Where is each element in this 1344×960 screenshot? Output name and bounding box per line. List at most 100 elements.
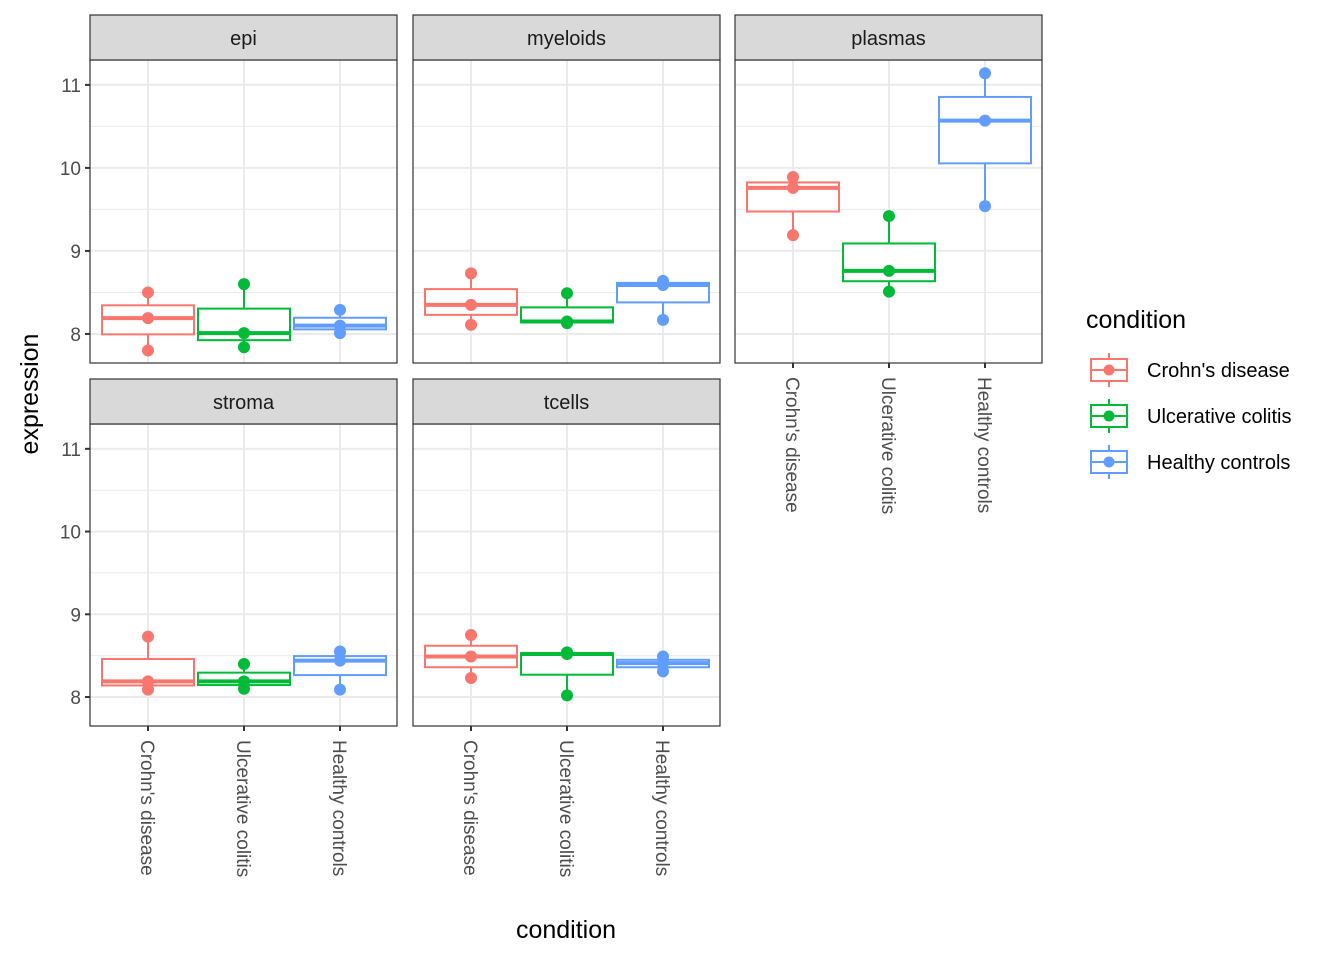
legend-entry: Healthy controls <box>1090 445 1290 479</box>
data-point <box>334 303 346 316</box>
x-tick-label: Healthy controls <box>973 377 994 513</box>
boxplot-healthy-controls <box>293 303 387 340</box>
legend-key-point <box>1103 410 1115 422</box>
data-point <box>334 327 346 340</box>
data-point <box>238 657 250 670</box>
legend-label: Crohn's disease <box>1147 360 1290 382</box>
data-point <box>787 181 799 194</box>
boxplot-crohn-s-disease <box>101 286 195 357</box>
box <box>938 95 1032 165</box>
facet-strip <box>89 378 398 425</box>
data-point <box>142 630 154 643</box>
facet-panel-epi: epi 8 9 10 11 <box>60 14 398 364</box>
facet-panel-stroma: stroma 8 9 10 11 Crohn's disease Ulcerative co… <box>60 378 398 877</box>
boxplot-healthy-controls <box>293 645 387 696</box>
facet-strip-label: epi <box>230 28 257 50</box>
legend-key-point <box>1103 364 1115 376</box>
data-point <box>883 210 895 223</box>
legend-label: Ulcerative colitis <box>1147 406 1291 428</box>
legend-entry: Crohn's disease <box>1090 353 1290 387</box>
data-point <box>883 264 895 277</box>
facet-strip <box>412 378 721 425</box>
x-tick-label: Crohn's disease <box>459 740 480 876</box>
data-point <box>657 278 669 291</box>
y-tick-label: 9 <box>70 242 81 263</box>
facet-strip <box>89 14 398 61</box>
x-tick-label: Ulcerative colitis <box>877 377 898 514</box>
y-tick-label: 11 <box>61 440 81 461</box>
boxplot-ulcerative-colitis <box>197 278 291 354</box>
data-point <box>465 650 477 663</box>
boxplot-healthy-controls <box>616 274 710 326</box>
y-tick-label: 8 <box>70 325 81 346</box>
facet-strip-label: stroma <box>213 392 275 414</box>
facet-strip <box>412 14 721 61</box>
data-point <box>465 672 477 685</box>
boxplot-healthy-controls <box>616 650 710 678</box>
y-tick-label: 9 <box>70 605 81 626</box>
data-point <box>561 287 573 300</box>
legend-entry: Ulcerative colitis <box>1090 399 1291 433</box>
data-point <box>883 285 895 298</box>
boxplot-ulcerative-colitis <box>520 287 614 330</box>
data-point <box>561 689 573 702</box>
facet-strip-label: myeloids <box>527 28 606 50</box>
boxplot-ulcerative-colitis <box>197 657 291 695</box>
x-tick-label: Ulcerative colitis <box>555 740 576 877</box>
data-point <box>142 675 154 688</box>
data-point <box>979 200 991 213</box>
x-axis-title: condition <box>516 916 616 944</box>
x-tick-label: Ulcerative colitis <box>232 740 253 877</box>
data-point <box>465 267 477 280</box>
facet-strip-label: tcells <box>544 392 590 414</box>
data-point <box>465 298 477 311</box>
data-point <box>657 657 669 670</box>
legend: condition Crohn's disease Ulcerative coli… <box>1086 306 1291 479</box>
y-tick-label: 10 <box>60 159 81 180</box>
data-point <box>787 229 799 242</box>
boxplot-ulcerative-colitis <box>842 210 936 298</box>
x-tick-label: Crohn's disease <box>136 740 157 876</box>
data-point <box>334 683 346 696</box>
data-point <box>657 313 669 326</box>
facet-panel-tcells: tcells Crohn's disease Ulcerative colitis H… <box>412 378 721 877</box>
y-axis-title: expression <box>16 334 44 455</box>
y-tick-label: 10 <box>60 523 81 544</box>
boxplot-crohn-s-disease <box>746 171 840 242</box>
boxplot-crohn-s-disease <box>424 267 518 331</box>
boxplot-crohn-s-disease <box>424 628 518 685</box>
y-tick-label: 8 <box>70 688 81 709</box>
data-point <box>465 318 477 331</box>
data-point <box>561 648 573 661</box>
facet-panel-plasmas: plasmas Crohn's disease Ulcerative colitis… <box>734 14 1043 514</box>
data-point <box>238 278 250 291</box>
data-point <box>657 665 669 678</box>
data-point <box>561 317 573 330</box>
boxplot-crohn-s-disease <box>101 630 195 696</box>
data-point <box>238 327 250 340</box>
data-point <box>787 171 799 184</box>
data-point <box>142 286 154 299</box>
legend-key-point <box>1103 456 1115 468</box>
x-tick-label: Crohn's disease <box>781 377 802 513</box>
legend-title: condition <box>1086 306 1186 334</box>
boxplot-healthy-controls <box>938 67 1032 213</box>
legend-label: Healthy controls <box>1147 452 1290 474</box>
data-point <box>238 341 250 354</box>
data-point <box>465 628 477 641</box>
data-point <box>142 683 154 696</box>
x-tick-label: Healthy controls <box>651 740 672 876</box>
data-point <box>334 654 346 667</box>
data-point <box>142 312 154 325</box>
facet-strip <box>734 14 1043 61</box>
data-point <box>334 645 346 658</box>
boxplot-ulcerative-colitis <box>520 646 614 702</box>
data-point <box>979 67 991 80</box>
x-tick-label: Healthy controls <box>328 740 349 876</box>
data-point <box>238 682 250 695</box>
data-point <box>142 344 154 357</box>
facet-panels: epi 8 9 10 11 myeloids plasmas Crohn's disease U… <box>60 14 1043 877</box>
data-point <box>979 114 991 127</box>
facet-panel-myeloids: myeloids <box>412 14 721 364</box>
